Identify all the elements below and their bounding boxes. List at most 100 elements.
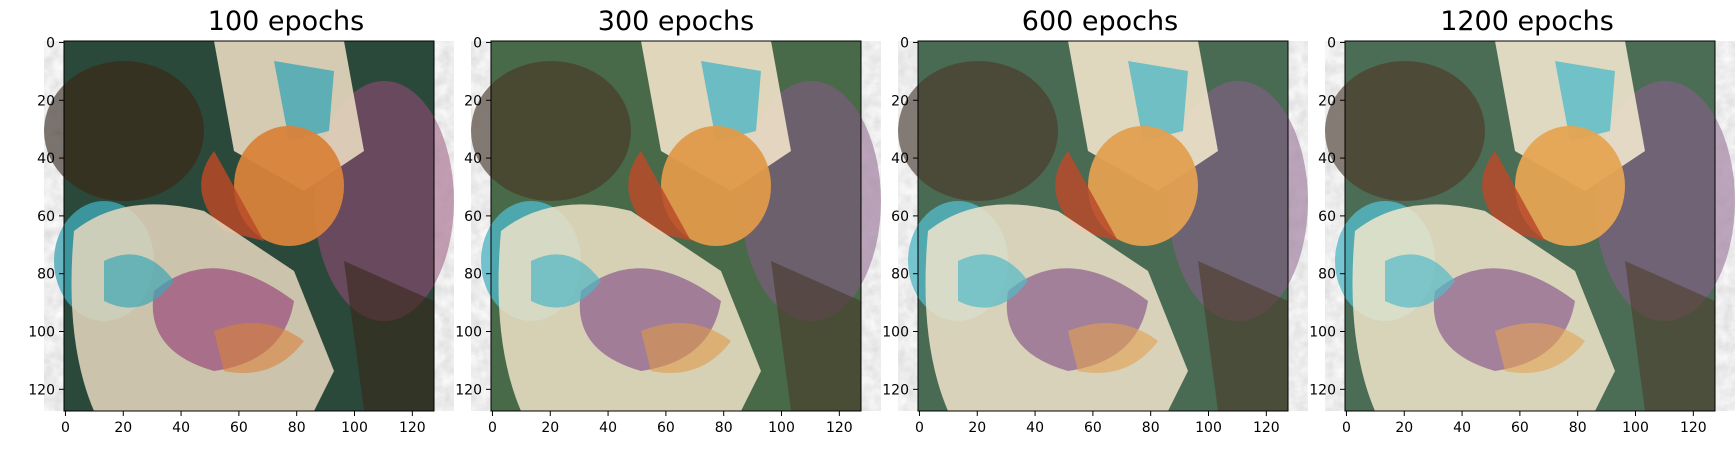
- armor-detail: [104, 254, 174, 308]
- panel-100-epochs: 100 epochs 0 20 40 60 80 100 120 0 20 40 60 80 100 12…: [28, 6, 454, 436]
- x-tick-label: 40: [599, 420, 617, 436]
- x-tick-label: 0: [1342, 420, 1351, 436]
- background-swirl: [344, 261, 434, 411]
- hair-shape: [1055, 151, 1118, 241]
- x-tick-label: 20: [114, 420, 132, 436]
- painting-image: [898, 41, 1308, 411]
- y-tick-label: 40: [891, 151, 909, 167]
- y-tick-label: 80: [464, 267, 482, 283]
- y-tick-label: 120: [455, 382, 482, 398]
- x-tick-label: 120: [1253, 420, 1280, 436]
- y-tick-label: 0: [900, 35, 909, 51]
- background-swirl: [471, 61, 631, 201]
- painting-image: [44, 41, 454, 411]
- y-tick-label: 60: [891, 209, 909, 225]
- y-tick-label: 60: [1318, 209, 1336, 225]
- background-swirl: [1325, 61, 1485, 201]
- helmet-highlight: [1128, 61, 1188, 141]
- y-tick-label: 40: [464, 151, 482, 167]
- background-swirl: [771, 261, 861, 411]
- panel-title: 100 epochs: [208, 6, 364, 37]
- armor-detail: [531, 254, 601, 308]
- y-tick-label: 0: [46, 35, 55, 51]
- y-tick-label: 0: [1327, 35, 1336, 51]
- x-tick-label: 80: [288, 420, 306, 436]
- x-tick-label: 120: [826, 420, 853, 436]
- panel-title: 300 epochs: [598, 6, 754, 37]
- armor-detail: [1495, 323, 1585, 373]
- panel-1200-epochs: 1200 epochs 0 20 40 60 80 100 120 0 20 40 60 80 100 1…: [1309, 6, 1735, 436]
- background-swirl: [1625, 261, 1715, 411]
- x-tick-label: 40: [1453, 420, 1471, 436]
- y-tick-label: 120: [28, 382, 55, 398]
- helmet-highlight: [701, 61, 761, 141]
- x-tick-label: 0: [61, 420, 70, 436]
- y-tick-label: 0: [473, 35, 482, 51]
- y-tick-label: 120: [1309, 382, 1336, 398]
- armor-detail: [641, 323, 731, 373]
- y-tick-label: 20: [464, 93, 482, 109]
- armor-detail: [1068, 323, 1158, 373]
- background-swirl: [44, 61, 204, 201]
- hair-shape: [1482, 151, 1545, 241]
- x-tick-label: 80: [1569, 420, 1587, 436]
- y-tick-label: 60: [37, 209, 55, 225]
- x-tick-label: 120: [1680, 420, 1707, 436]
- x-tick-label: 0: [488, 420, 497, 436]
- x-tick-label: 100: [1622, 420, 1649, 436]
- face-shape: [661, 126, 771, 246]
- painting-layer: [1325, 41, 1735, 411]
- x-tick-label: 80: [1142, 420, 1160, 436]
- helmet-highlight: [274, 61, 334, 141]
- y-tick-label: 40: [37, 151, 55, 167]
- x-tick-label: 0: [915, 420, 924, 436]
- axes-frame: [490, 40, 862, 412]
- x-tick-label: 100: [768, 420, 795, 436]
- panel-600-epochs: 600 epochs 0 20 40 60 80 100 120 0 20 40 60 80 100 12…: [882, 6, 1308, 436]
- painting-layer: [471, 41, 881, 411]
- face-shape: [1515, 126, 1625, 246]
- hair-shape: [628, 151, 691, 241]
- panel-300-epochs: 300 epochs 0 20 40 60 80 100 120 0 20 40 60 80 100 12…: [455, 6, 881, 436]
- y-tick-label: 100: [1309, 325, 1336, 341]
- y-tick-label: 20: [37, 93, 55, 109]
- panel-title: 1200 epochs: [1440, 6, 1614, 37]
- y-tick-label: 100: [882, 325, 909, 341]
- x-tick-label: 40: [1026, 420, 1044, 436]
- x-tick-label: 60: [230, 420, 248, 436]
- x-tick-label: 60: [1084, 420, 1102, 436]
- x-tick-label: 20: [968, 420, 986, 436]
- axes-frame: [63, 40, 435, 412]
- hair-shape: [201, 151, 264, 241]
- x-tick-label: 60: [657, 420, 675, 436]
- face-shape: [1088, 126, 1198, 246]
- painting-layer: [898, 41, 1308, 411]
- y-tick-label: 120: [882, 382, 909, 398]
- painting-layer: [44, 41, 454, 411]
- face-shape: [234, 126, 344, 246]
- y-tick-label: 20: [891, 93, 909, 109]
- helmet-highlight: [1555, 61, 1615, 141]
- x-tick-label: 100: [341, 420, 368, 436]
- armor-detail: [214, 323, 304, 373]
- y-tick-label: 100: [455, 325, 482, 341]
- armor-detail: [1385, 254, 1455, 308]
- background-swirl: [1198, 261, 1288, 411]
- painting-image: [471, 41, 881, 411]
- x-tick-label: 60: [1511, 420, 1529, 436]
- y-tick-label: 20: [1318, 93, 1336, 109]
- x-tick-label: 80: [715, 420, 733, 436]
- armor-detail: [958, 254, 1028, 308]
- y-tick-label: 80: [891, 267, 909, 283]
- y-tick-label: 80: [37, 267, 55, 283]
- x-tick-label: 120: [399, 420, 426, 436]
- y-tick-label: 60: [464, 209, 482, 225]
- axes-frame: [917, 40, 1289, 412]
- panel-title: 600 epochs: [1022, 6, 1178, 37]
- painting-image: [1325, 41, 1735, 411]
- y-tick-label: 40: [1318, 151, 1336, 167]
- y-tick-label: 80: [1318, 267, 1336, 283]
- x-tick-label: 40: [172, 420, 190, 436]
- x-tick-label: 20: [541, 420, 559, 436]
